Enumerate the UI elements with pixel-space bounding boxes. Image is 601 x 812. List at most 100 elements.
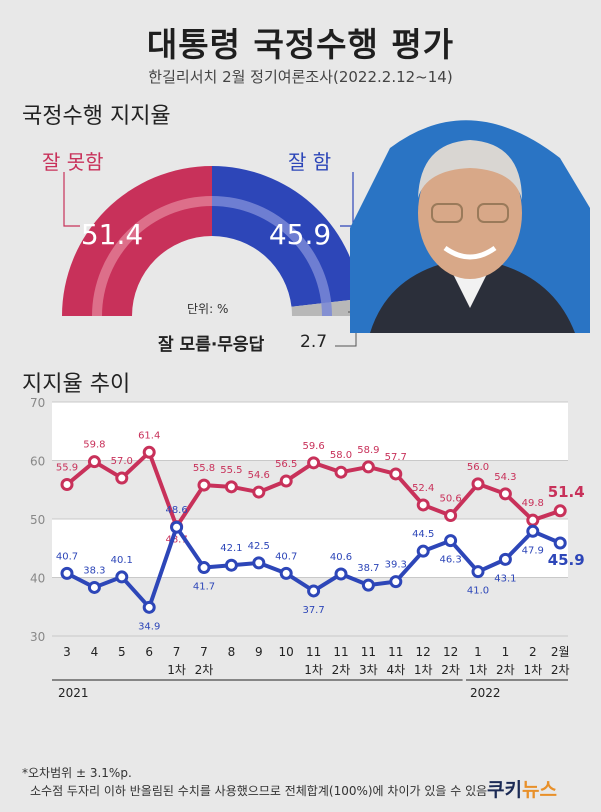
x-tick-label: 2차 (441, 663, 460, 677)
data-point (252, 485, 266, 499)
grid-band (52, 519, 568, 578)
portrait-photo (350, 120, 590, 333)
grid-band (52, 402, 568, 461)
y-tick-label: 30 (30, 630, 45, 644)
x-tick-label: 1차 (469, 663, 488, 677)
data-label: 55.9 (56, 462, 78, 473)
data-point (416, 544, 430, 558)
data-label: 37.7 (302, 605, 324, 616)
year-label: 2022 (470, 686, 501, 700)
unit-label: 단위: % (187, 302, 229, 316)
x-tick-label: 1차 (304, 663, 323, 677)
footnote-margin-of-error: *오차범위 ± 3.1%p. (22, 766, 132, 780)
gauge-positive-arc (212, 166, 361, 307)
data-point (279, 474, 293, 488)
data-label: 48.7 (165, 535, 187, 546)
data-point (279, 566, 293, 580)
data-point (361, 460, 375, 474)
x-tick-label: 7 (173, 645, 181, 659)
x-tick-label: 9 (255, 645, 263, 659)
data-label: 47.9 (522, 545, 544, 556)
x-tick-label: 3 (63, 645, 71, 659)
data-label: 38.3 (83, 565, 105, 576)
y-tick-label: 50 (30, 513, 45, 527)
data-label: 57.7 (385, 452, 407, 463)
negative-leader-line (63, 172, 80, 227)
data-label: 40.1 (111, 555, 133, 566)
gauge-chart: 51.4 45.9 (62, 166, 363, 347)
x-tick-label: 6 (145, 645, 153, 659)
data-point (224, 480, 238, 494)
x-tick-label: 8 (228, 645, 236, 659)
data-label: 56.5 (275, 459, 297, 470)
y-tick-label: 60 (30, 455, 45, 469)
x-tick-label: 2차 (195, 663, 214, 677)
x-tick-label: 2차 (496, 663, 515, 677)
x-tick-label: 1차 (414, 663, 433, 677)
data-label: 34.9 (138, 621, 160, 632)
gauge-inner-band-positive (212, 196, 332, 316)
data-label: 39.3 (385, 560, 407, 571)
data-point (170, 520, 184, 534)
data-point (498, 487, 512, 501)
x-tick-label: 2월 (551, 645, 570, 659)
data-label: 58.9 (357, 445, 379, 456)
x-tick-label: 11 (333, 645, 348, 659)
data-point (526, 524, 540, 538)
x-tick-label: 2차 (551, 663, 570, 677)
data-point (553, 504, 567, 518)
x-tick-label: 1 (474, 645, 482, 659)
data-label: 55.8 (193, 463, 215, 474)
unknown-label: 잘 모름·무응답 (158, 335, 265, 355)
year-label: 2021 (58, 686, 89, 700)
x-tick-label: 3차 (359, 663, 378, 677)
data-point (60, 566, 74, 580)
data-label: 41.0 (467, 586, 489, 597)
data-point (471, 565, 485, 579)
data-point (444, 508, 458, 522)
data-point (142, 600, 156, 614)
data-point (87, 580, 101, 594)
x-tick-label: 11 (361, 645, 376, 659)
page-subtitle: 한길리서치 2월 정기여론조사(2022.2.12~14) (148, 68, 453, 86)
gauge-section-title: 국정수행 지지율 (22, 104, 171, 129)
data-label: 52.4 (412, 483, 434, 494)
data-point (361, 578, 375, 592)
data-label: 61.4 (138, 430, 160, 441)
data-point (389, 575, 403, 589)
data-label: 43.1 (494, 573, 516, 584)
data-point (252, 556, 266, 570)
data-label: 58.0 (330, 450, 352, 461)
data-point (389, 467, 403, 481)
data-label: 51.4 (548, 483, 585, 501)
x-tick-label: 2 (529, 645, 537, 659)
data-point (444, 534, 458, 548)
data-label: 41.7 (193, 582, 215, 593)
data-point (498, 552, 512, 566)
data-point (307, 584, 321, 598)
data-label: 42.1 (220, 543, 242, 554)
data-label: 54.3 (494, 472, 516, 483)
data-label: 56.0 (467, 462, 489, 473)
brand-logo: 쿠키뉴스 (487, 779, 557, 801)
data-point (224, 558, 238, 572)
data-point (526, 513, 540, 527)
data-point (197, 478, 211, 492)
x-tick-label: 11 (306, 645, 321, 659)
x-tick-label: 4 (91, 645, 99, 659)
data-label: 42.5 (248, 541, 270, 552)
data-label: 40.6 (330, 552, 352, 563)
x-tick-label: 11 (388, 645, 403, 659)
data-label: 46.3 (439, 555, 461, 566)
data-label: 48.6 (165, 505, 187, 516)
data-label: 54.6 (248, 470, 270, 481)
x-tick-label: 1 (502, 645, 510, 659)
positive-value: 45.9 (269, 218, 331, 251)
x-tick-label: 12 (443, 645, 458, 659)
y-tick-label: 40 (30, 572, 45, 586)
x-tick-label: 1차 (167, 663, 186, 677)
unknown-value: 2.7 (300, 332, 328, 352)
trend-section-title: 지지율 추이 (22, 372, 131, 397)
y-tick-label: 70 (30, 396, 45, 410)
